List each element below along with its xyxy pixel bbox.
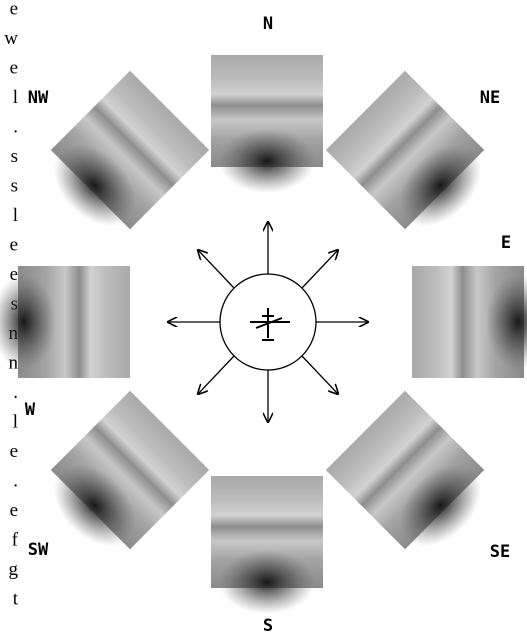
compass	[168, 222, 368, 422]
patch-ne	[326, 71, 503, 248]
margin-letter: s	[11, 175, 18, 196]
label-nw: NW	[28, 88, 49, 108]
margin-letter: e	[10, 234, 18, 255]
margin-letter: w	[4, 28, 18, 49]
label-ne: NE	[480, 88, 500, 108]
margin-letter: .	[13, 382, 18, 403]
margin-letter: l	[13, 411, 18, 432]
label-e: E	[501, 233, 511, 253]
patch-e	[412, 266, 527, 378]
margin-letter: e	[10, 57, 18, 78]
figure: ewel.ssleesnn.le.efgt N NE E SE S SW W N…	[0, 0, 527, 634]
label-n: N	[263, 14, 273, 34]
margin-letter: .	[13, 116, 18, 137]
patch-se	[326, 391, 503, 568]
margin-letter: e	[10, 500, 18, 521]
margin-letter: t	[13, 588, 19, 609]
patch-nw	[32, 71, 209, 248]
patch-n	[211, 55, 323, 193]
margin-letter: g	[9, 559, 19, 580]
patch-s	[211, 476, 323, 614]
margin-letter: l	[13, 87, 18, 108]
label-se: SE	[490, 542, 510, 562]
margin-letter: f	[12, 529, 19, 550]
margin-letter: s	[11, 146, 18, 167]
label-w: W	[25, 400, 36, 420]
margin-letter: .	[13, 470, 18, 491]
label-s: S	[263, 616, 273, 634]
label-sw: SW	[28, 540, 49, 560]
patch-w	[0, 266, 130, 378]
margin-letter: e	[10, 441, 18, 462]
margin-letter: l	[13, 205, 18, 226]
patch-sw	[32, 391, 209, 568]
margin-letter: e	[10, 0, 18, 19]
